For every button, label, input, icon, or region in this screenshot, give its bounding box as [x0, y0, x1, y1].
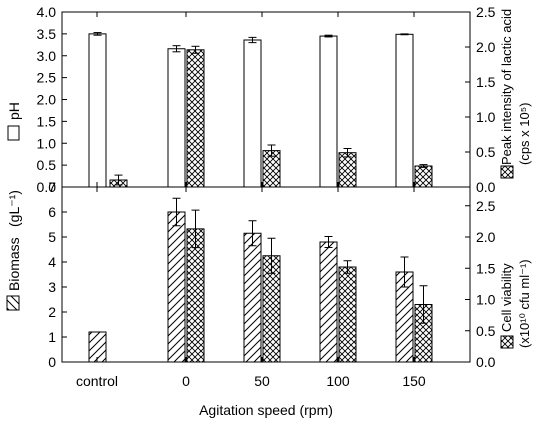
right-tick-label: 0.5 [476, 144, 496, 160]
bar-top-open-4 [395, 33, 414, 188]
left-tick-label: 2.0 [37, 92, 57, 108]
right-tick-label: 2.5 [476, 4, 496, 20]
x-tick-label: 50 [254, 373, 270, 389]
left-tick-label: 1.0 [37, 135, 57, 151]
bar-top-open-2 [243, 39, 262, 188]
bar-bottom-diagonal-1 [167, 211, 186, 363]
left-tick-label: 2.5 [37, 70, 57, 86]
top-right-axis-title-text: Peak intensity of lactic acid [499, 9, 514, 165]
top-right-axis-title: Peak intensity of lactic acid (cps x 10⁵… [499, 9, 532, 179]
bottom-right-axis-unit: (x10¹⁰ cfu ml⁻¹) [517, 259, 532, 348]
x-tick-label: 150 [402, 373, 426, 389]
left-tick-label: 2 [48, 304, 56, 320]
right-tick-label: 2.5 [476, 198, 496, 214]
right-tick-label: 0.0 [476, 179, 496, 195]
bar-bottom-crosshatch-1 [186, 228, 205, 363]
top-right-axis-unit: (cps x 10⁵) [517, 103, 532, 165]
bar-bottom-crosshatch-3 [338, 266, 357, 363]
top-panel-bars [88, 32, 433, 188]
right-tick-label: 1.5 [476, 260, 496, 276]
bar-top-open-1 [167, 48, 186, 188]
x-tick-label: 0 [182, 373, 190, 389]
x-axis-title: Agitation speed (rpm) [199, 402, 333, 418]
bottom-left-axis-title-text: Biomass [6, 237, 22, 291]
right-tick-label: 0.0 [476, 354, 496, 370]
left-tick-label: 4.0 [37, 4, 57, 20]
bottom-right-axis-title-text: Cell viability [499, 263, 514, 332]
bottom-panel-bars [88, 197, 433, 363]
left-tick-label: 4 [48, 254, 56, 270]
right-tick-label: 1.0 [476, 292, 496, 308]
top-left-axis-title-text: pH [6, 102, 22, 120]
left-tick-label: 3.5 [37, 26, 57, 42]
bar-top-open-0 [88, 33, 107, 188]
x-tick-label: control [76, 373, 118, 389]
legend-swatch-biomass [6, 295, 20, 311]
right-tick-label: 2.0 [476, 229, 496, 245]
left-tick-label: 0.0 [37, 179, 57, 195]
legend-swatch-lactic-acid [500, 165, 514, 179]
left-tick-label: 1.5 [37, 113, 57, 129]
left-tick-label: 5 [48, 229, 56, 245]
bar-top-crosshatch-1 [186, 49, 205, 188]
bar-bottom-diagonal-3 [319, 241, 338, 363]
left-tick-label: 6 [48, 204, 56, 220]
legend-swatch-cell-viability [500, 335, 514, 349]
x-tick-label: 100 [326, 373, 350, 389]
right-tick-label: 0.5 [476, 323, 496, 339]
bar-top-open-3 [319, 35, 338, 188]
bottom-left-axis-unit: (gL⁻¹) [6, 190, 22, 227]
right-tick-label: 1.0 [476, 109, 496, 125]
left-tick-label: 0.5 [37, 157, 57, 173]
right-tick-label: 2.0 [476, 39, 496, 55]
bottom-right-axis-title: Cell viability (x10¹⁰ cfu ml⁻¹) [499, 259, 532, 349]
left-tick-label: 3 [48, 279, 56, 295]
legend-swatch-ph [7, 125, 20, 141]
left-tick-label: 3.0 [37, 48, 57, 64]
right-tick-label: 1.5 [476, 74, 496, 90]
left-tick-label: 1 [48, 329, 56, 345]
bar-top-crosshatch-3 [338, 152, 357, 188]
bar-bottom-diagonal-2 [243, 232, 262, 363]
left-tick-label: 0 [48, 354, 56, 370]
top-left-axis-title: pH [6, 102, 22, 141]
bar-top-crosshatch-4 [414, 165, 433, 188]
axis-ticks: 0.0 0.5 1.0 1.5 2.0 2.5 3.0 3.5 4.0 0.0 0.5 1.0 1.5 2… [37, 4, 496, 389]
left-tick-label: 7 [48, 179, 56, 195]
bottom-left-axis-title: Biomass (gL⁻¹) [6, 190, 22, 311]
